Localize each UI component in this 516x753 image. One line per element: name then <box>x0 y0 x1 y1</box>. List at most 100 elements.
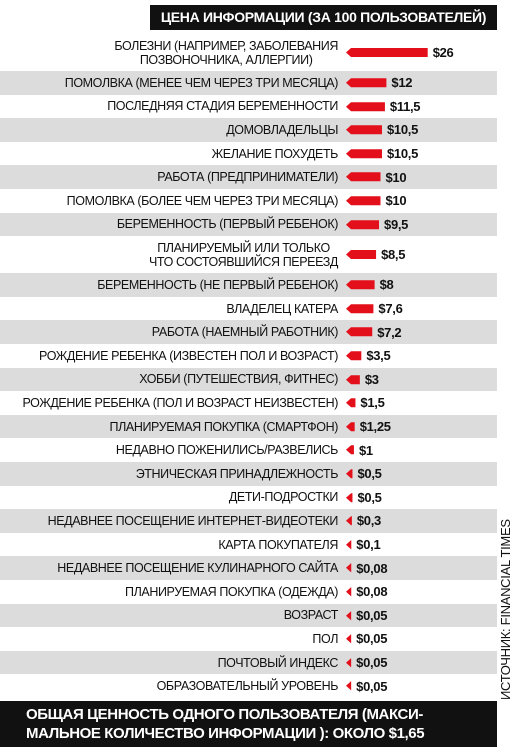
row: ДЕТИ-ПОДРОСТКИ $0,5 <box>0 486 497 510</box>
bar <box>346 280 375 290</box>
row: ПОМОЛВКА (МЕНЕЕ ЧЕМ ЧЕРЕЗ ТРИ МЕСЯЦА) $12 <box>0 71 497 95</box>
row: ХОББИ (ПУТЕШЕСТВИЯ, ФИТНЕС) $3 <box>0 367 497 392</box>
bar <box>346 172 381 182</box>
category-label: ПОЛ <box>312 631 338 646</box>
category-label: ПЛАНИРУЕМАЯ ПОКУПКА (СМАРТФОН) <box>109 419 339 434</box>
value-label: $1,25 <box>359 419 391 435</box>
bar <box>346 304 374 314</box>
row: БОЛЕЗНИ (НАПРИМЕР, ЗАБОЛЕВАНИЯ ПОЗВОНОЧН… <box>0 34 497 71</box>
category-label: ЖЕЛАНИЕ ПОХУДЕТЬ <box>211 146 339 161</box>
bar-area <box>346 219 380 229</box>
chart-title: ЦЕНА ИНФОРМАЦИИ (ЗА 100 ПОЛЬЗОВАТЕЛЕЙ) <box>150 5 497 30</box>
category-label: БЕРЕМЕННОСТЬ (ПЕРВЫЙ РЕБЕНОК) <box>116 217 339 232</box>
bar-area <box>346 48 428 57</box>
bar <box>346 658 352 668</box>
value-label: $0,5 <box>357 466 382 482</box>
value-label: $0,1 <box>356 537 381 553</box>
bar <box>346 196 381 206</box>
bar-area <box>346 398 356 408</box>
value-label: $26 <box>432 45 454 60</box>
row: КАРТА ПОКУПАТЕЛЯ $0,1 <box>0 533 497 557</box>
bar <box>346 563 352 573</box>
bar-area <box>346 351 362 361</box>
bar-area <box>346 540 352 550</box>
bar-area <box>346 196 381 206</box>
value-label: $1,5 <box>360 395 385 411</box>
row: ПОЛ $0,05 <box>0 627 497 651</box>
bar-area <box>346 78 387 88</box>
bar <box>346 101 385 111</box>
value-label: $12 <box>391 75 413 91</box>
bar <box>346 610 352 620</box>
bar-area <box>346 634 352 644</box>
bar <box>346 445 354 455</box>
bar-area <box>346 250 377 260</box>
value-label: $8 <box>379 277 394 293</box>
bar <box>346 398 356 408</box>
category-label: РОЖДЕНИЕ РЕБЕНКА (ПОЛ И ВОЗРАСТ НЕИЗВЕСТ… <box>22 395 338 410</box>
bar-area <box>346 280 375 290</box>
row: РАБОТА (ПРЕДПРИНИМАТЕЛИ) $10 <box>0 165 497 189</box>
bar <box>346 219 380 229</box>
row: ПЛАНИРУЕМАЯ ПОКУПКА (ОДЕЖДА) $0,08 <box>0 580 497 604</box>
footer: ОБЩАЯ ЦЕННОСТЬ ОДНОГО ПОЛЬЗОВАТЕЛЯ (МАКС… <box>0 701 497 747</box>
value-label: $9,5 <box>384 216 409 232</box>
category-label: РОЖДЕНИЕ РЕБЕНКА (ИЗВЕСТЕН ПОЛ И ВОЗРАСТ… <box>39 348 338 363</box>
value-label: $0,05 <box>356 631 388 647</box>
bar <box>346 327 373 337</box>
category-label: ПОМОЛВКА (МЕНЕЕ ЧЕМ ЧЕРЕЗ ТРИ МЕСЯЦА) <box>64 75 339 90</box>
bar <box>346 540 352 550</box>
bar-area <box>346 492 353 502</box>
value-label: $1 <box>358 442 373 458</box>
bar <box>346 516 352 526</box>
row: ПОСЛЕДНЯЯ СТАДИЯ БЕРЕМЕННОСТИ $11,5 <box>0 95 497 119</box>
category-label: БОЛЕЗНИ (НАПРИМЕР, ЗАБОЛЕВАНИЯ ПОЗВОНОЧН… <box>114 38 338 67</box>
value-label: $10 <box>385 169 407 185</box>
row: НЕДАВНО ПОЖЕНИЛИСЬ/РАЗВЕЛИСЬ $1 <box>0 438 497 462</box>
bar-area <box>346 610 352 620</box>
category-label: ПЛАНИРУЕМЫЙ ИЛИ ТОЛЬКО ЧТО СОСТОЯВШИЙСЯ … <box>148 240 338 269</box>
value-label: $11,5 <box>389 98 421 114</box>
value-label: $3 <box>364 371 379 387</box>
bar-area <box>346 172 381 182</box>
row: БЕРЕМЕННОСТЬ (НЕ ПЕРВЫЙ РЕБЕНОК) $8 <box>0 273 497 297</box>
row: ОБРАЗОВАТЕЛЬНЫЙ УРОВЕНЬ $0,05 <box>0 674 497 698</box>
row: ПОЧТОВЫЙ ИНДЕКС $0,05 <box>0 650 497 675</box>
category-label: ДОМОВЛАДЕЛЬЦЫ <box>226 122 338 137</box>
category-label: ПОМОЛВКА (БОЛЕЕ ЧЕМ ЧЕРЕЗ ТРИ МЕСЯЦА) <box>66 193 339 208</box>
row: РОЖДЕНИЕ РЕБЕНКА (ИЗВЕСТЕН ПОЛ И ВОЗРАСТ… <box>0 344 497 368</box>
bar <box>346 125 382 135</box>
category-label: ЭТНИЧЕСКАЯ ПРИНАДЛЕЖНОСТЬ <box>135 466 339 481</box>
category-label: НЕДАВНЕЕ ПОСЕЩЕНИЕ КУЛИНАРНОГО САЙТА <box>57 561 338 576</box>
value-label: $8,5 <box>381 247 406 263</box>
row: ВЛАДЕЛЕЦ КАТЕРА $7,6 <box>0 297 497 321</box>
category-label: ВОЗРАСТ <box>283 608 339 623</box>
value-label: $7,6 <box>378 301 403 317</box>
row: РОЖДЕНИЕ РЕБЕНКА (ПОЛ И ВОЗРАСТ НЕИЗВЕСТ… <box>0 391 497 415</box>
category-label: ПЛАНИРУЕМАЯ ПОКУПКА (ОДЕЖДА) <box>125 584 338 599</box>
category-label: НЕДАВНО ПОЖЕНИЛИСЬ/РАЗВЕЛИСЬ <box>115 443 338 458</box>
value-label: $0,5 <box>357 489 382 505</box>
row: ЭТНИЧЕСКАЯ ПРИНАДЛЕЖНОСТЬ $0,5 <box>0 462 497 486</box>
value-label: $0,05 <box>356 607 388 623</box>
bar <box>346 634 352 644</box>
value-label: $0,05 <box>356 678 388 694</box>
bar-area <box>346 587 352 597</box>
bar <box>346 422 355 432</box>
category-label: НЕДАВНЕЕ ПОСЕЩЕНИЕ ИНТЕРНЕТ-ВИДЕОТЕКИ <box>47 513 339 528</box>
bar <box>346 149 382 159</box>
row: ЖЕЛАНИЕ ПОХУДЕТЬ $10,5 <box>0 142 497 166</box>
row: ДОМОВЛАДЕЛЬЦЫ $10,5 <box>0 118 497 142</box>
row: БЕРЕМЕННОСТЬ (ПЕРВЫЙ РЕБЕНОК) $9,5 <box>0 212 497 237</box>
category-label: ВЛАДЕЛЕЦ КАТЕРА <box>226 301 338 316</box>
row: НЕДАВНЕЕ ПОСЕЩЕНИЕ КУЛИНАРНОГО САЙТА $0,0… <box>0 556 497 580</box>
category-label: РАБОТА (НАЕМНЫЙ РАБОТНИК) <box>151 325 339 340</box>
category-label: ОБРАЗОВАТЕЛЬНЫЙ УРОВЕНЬ <box>156 679 339 694</box>
value-label: $3,5 <box>366 348 391 364</box>
bar-area <box>346 304 374 314</box>
value-label: $0,08 <box>356 560 388 576</box>
bar <box>346 374 360 384</box>
bar <box>346 250 377 260</box>
category-label: ПОСЛЕДНЯЯ СТАДИЯ БЕРЕМЕННОСТИ <box>107 99 338 114</box>
bar-area <box>346 422 355 432</box>
